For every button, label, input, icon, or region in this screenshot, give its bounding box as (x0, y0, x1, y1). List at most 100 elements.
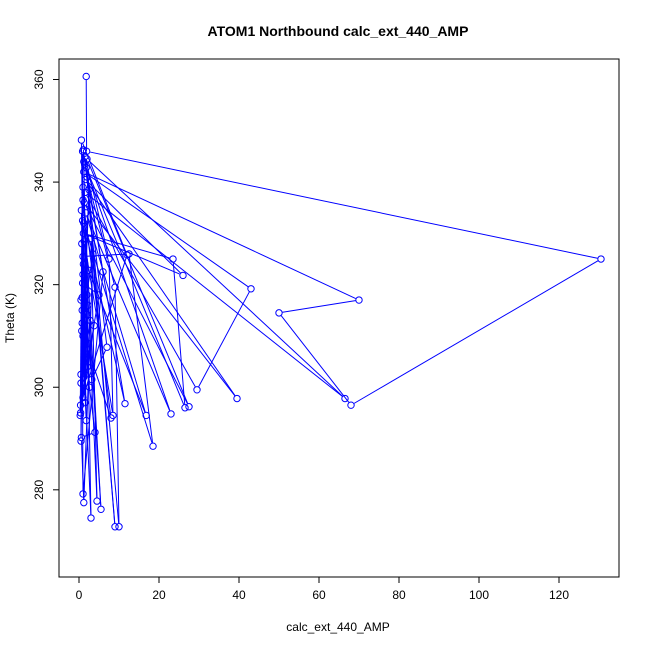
series-segment (84, 318, 88, 400)
data-point (85, 186, 93, 194)
data-point (79, 229, 88, 238)
x-tick-label: 40 (232, 588, 246, 602)
x-tick-label: 60 (312, 588, 326, 602)
series-segment (87, 180, 115, 284)
data-point (341, 394, 349, 403)
series-segment (90, 151, 598, 259)
series-segment (82, 143, 127, 252)
y-tick-label: 300 (32, 377, 46, 397)
data-point (123, 251, 131, 259)
data-point (99, 268, 107, 276)
data-point (79, 146, 88, 154)
data-point (83, 173, 91, 181)
series-segment (86, 173, 249, 288)
data-point (97, 505, 105, 514)
x-tick-label: 120 (549, 588, 569, 602)
data-point (80, 498, 88, 507)
data-point (82, 416, 90, 425)
series-segment (87, 162, 189, 404)
y-tick-label: 340 (32, 172, 46, 192)
data-point (89, 250, 97, 258)
data-point (82, 310, 91, 319)
data-point (355, 296, 363, 304)
data-point (275, 309, 283, 317)
data-point (78, 327, 86, 335)
series-segment (83, 153, 108, 344)
series-segment (282, 300, 356, 313)
series-segment (86, 172, 356, 299)
data-point (86, 316, 94, 325)
data-point (79, 196, 87, 204)
x-axis-label: calc_ext_440_AMP (286, 620, 389, 634)
chart-title: ATOM1 Northbound calc_ext_440_AMP (208, 23, 469, 39)
series-segment (87, 194, 343, 397)
series-segment (89, 161, 343, 397)
series-segment (86, 171, 103, 269)
y-tick-label: 280 (32, 479, 46, 499)
data-point (85, 383, 94, 391)
data-point (90, 321, 98, 330)
series-segment (84, 226, 153, 443)
series-segment (86, 233, 170, 259)
data-point (87, 234, 95, 243)
data-point (88, 375, 96, 384)
data-point (80, 237, 88, 245)
data-point (79, 183, 87, 191)
data-point (149, 442, 157, 450)
data-point (233, 394, 241, 403)
data-point (80, 168, 88, 176)
data-point (81, 398, 89, 407)
data-point (115, 523, 123, 531)
data-point (84, 301, 92, 309)
y-tick-label: 320 (32, 274, 46, 294)
series-segment (81, 441, 85, 500)
series-segment (86, 216, 146, 413)
data-point (76, 409, 85, 417)
series-segment (86, 205, 236, 396)
series-segment (172, 262, 186, 405)
x-axis: 0 20 40 60 80 100 120 (76, 576, 569, 602)
y-tick-label: 360 (32, 69, 46, 89)
data-point (93, 497, 101, 505)
data-point (81, 188, 89, 197)
data-point (247, 285, 255, 293)
data-point (76, 411, 84, 420)
data-point (121, 399, 129, 408)
data-point (80, 355, 88, 363)
data-point (597, 255, 605, 263)
data-point (193, 386, 201, 394)
data-point (111, 283, 119, 291)
x-tick-label: 100 (469, 588, 489, 602)
data-point (169, 255, 177, 263)
series-segment (114, 290, 120, 524)
series-segment (87, 181, 181, 274)
data-point (103, 343, 111, 351)
data-point (80, 286, 89, 294)
series-segment (85, 159, 109, 256)
data-point (79, 332, 87, 340)
data-point (78, 279, 87, 287)
data-point (80, 157, 88, 166)
data-point (181, 404, 189, 412)
series-segment (85, 284, 97, 294)
series-segment (81, 247, 89, 341)
data-point (111, 523, 119, 531)
data-point (107, 414, 115, 422)
data-point (77, 433, 86, 442)
data-point (185, 403, 193, 411)
series-segment (108, 262, 114, 412)
series-segment (86, 215, 171, 411)
x-tick-label: 0 (76, 588, 83, 602)
data-point (80, 373, 88, 381)
data-point (78, 306, 86, 315)
series-segment (85, 167, 185, 405)
data-point (84, 339, 92, 348)
data-point (77, 379, 85, 387)
series-segment (280, 315, 350, 403)
x-tick-label: 20 (152, 588, 166, 602)
series-lines (79, 80, 599, 524)
data-point (347, 401, 355, 409)
data-point (105, 255, 113, 263)
series-segment (198, 291, 250, 387)
x-tick-label: 80 (392, 588, 406, 602)
